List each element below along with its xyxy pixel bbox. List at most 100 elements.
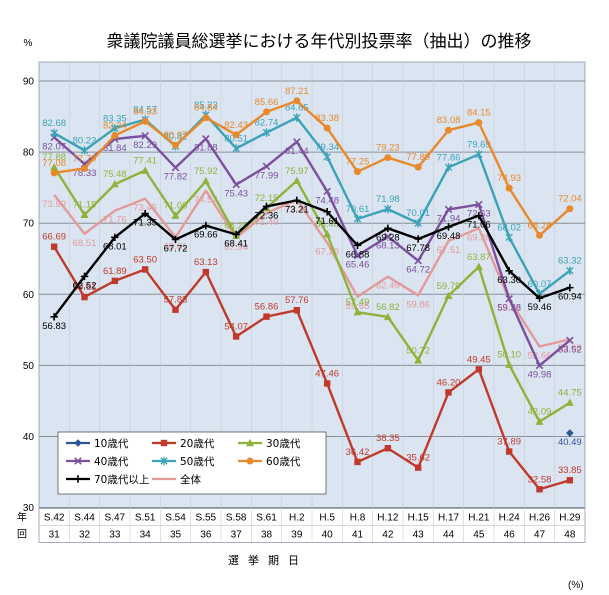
data-label: 72.15 (255, 193, 279, 204)
data-label: 68.28 (528, 220, 552, 231)
data-label: 68.51 (73, 238, 97, 249)
data-label: 84.85 (285, 103, 309, 114)
y-tick-label: 30 (23, 503, 35, 514)
data-label: 72.36 (255, 210, 279, 221)
x-tick-label: S.42 (44, 513, 65, 524)
data-label: 84.15 (467, 108, 491, 119)
data-label: 57.76 (285, 295, 309, 306)
data-label: 71.06 (164, 201, 188, 212)
x-tick-label: H.12 (377, 513, 399, 524)
data-label: 69.28 (467, 232, 491, 243)
x-tick-label: H.24 (499, 513, 521, 524)
data-label: 63.13 (194, 257, 218, 268)
x-tick-label: S.55 (196, 513, 217, 524)
data-point (232, 144, 240, 153)
data-point (262, 202, 271, 211)
data-label: 71.35 (133, 218, 157, 229)
session-label: 41 (352, 530, 364, 541)
data-label: 80.97 (164, 130, 188, 141)
data-label: 82.29 (133, 140, 157, 151)
session-label: 39 (291, 530, 303, 541)
data-label: 59.65 (346, 301, 370, 312)
data-point (566, 283, 574, 292)
data-label: 67.26 (315, 247, 339, 258)
data-label: 40.49 (558, 437, 582, 448)
data-label: 81.44 (285, 146, 309, 157)
x-tick-label: S.54 (165, 513, 186, 524)
session-label: 40 (322, 530, 334, 541)
legend-item: 60歳代 (238, 456, 301, 468)
session-label: 38 (261, 530, 273, 541)
data-point (171, 211, 180, 219)
data-label: 67.94 (224, 242, 248, 253)
session-label: 34 (140, 530, 152, 541)
data-label: 36.42 (346, 447, 370, 458)
data-label: 82.07 (42, 141, 66, 152)
data-point (505, 294, 513, 303)
y-tick-label: 70 (23, 219, 35, 230)
row-label-year: 年 (17, 511, 27, 524)
data-label: 73.99 (42, 199, 66, 210)
data-point (171, 163, 180, 172)
data-label: 53.68 (558, 343, 582, 354)
data-point (505, 360, 514, 368)
data-label: 68.01 (103, 241, 127, 252)
data-point (353, 241, 362, 250)
legend-label: 全体 (180, 473, 201, 486)
data-point (475, 150, 483, 159)
data-label: 46.20 (437, 377, 461, 388)
data-label: 77.89 (406, 152, 430, 163)
data-point (414, 163, 422, 171)
data-label: 66.88 (346, 249, 370, 260)
data-point (202, 268, 210, 276)
series-60歳代: 77.08 77.70 82.34 84.33 80.97 84.84 82.43 85.66… (42, 86, 582, 239)
x-tick-label: S.47 (105, 513, 126, 524)
data-label: 59.79 (437, 281, 461, 292)
legend-label: 50歳代 (180, 456, 215, 468)
x-tick-label: S.58 (226, 513, 247, 524)
data-point (111, 233, 119, 242)
data-point (445, 126, 452, 134)
data-label: 69.48 (437, 231, 461, 242)
data-label: 75.43 (224, 189, 248, 200)
data-label: 77.86 (437, 152, 461, 163)
data-point (201, 176, 210, 185)
data-point (444, 223, 453, 231)
data-point (232, 230, 240, 239)
data-label: 87.21 (285, 86, 309, 97)
legend-label: 60歳代 (266, 456, 301, 468)
session-label: 46 (504, 530, 516, 541)
x-axis-title: 選挙期日 (228, 554, 308, 567)
legend-item: 20歳代 (152, 438, 215, 450)
data-label: 32.58 (528, 474, 552, 485)
x-tick-label: S.61 (256, 513, 277, 524)
x-tick-label: S.51 (135, 513, 156, 524)
data-label: 79.69 (467, 139, 491, 150)
session-label: 32 (79, 530, 91, 541)
legend-item: 10歳代 (66, 438, 129, 450)
data-label: 38.35 (376, 433, 400, 444)
data-label: 65.46 (346, 259, 370, 270)
data-label: 63.87 (467, 252, 491, 263)
data-point (414, 235, 422, 243)
data-point (323, 208, 331, 216)
data-label: 72.04 (558, 194, 582, 205)
data-label: 57.83 (164, 295, 188, 306)
data-point (293, 307, 301, 314)
legend-marker (160, 439, 168, 447)
legend-marker (160, 456, 168, 466)
data-label: 67.78 (406, 243, 430, 254)
chart-title: 衆議院議員総選挙における年代別投票率（抽出）の推移 (107, 32, 532, 52)
series-line (53, 99, 571, 237)
y-tick-label: 40 (23, 432, 35, 443)
series-70歳代以上: 56.83 62.52 68.01 71.35 67.72 69.66 68.41 72.36… (42, 196, 582, 332)
data-label: 77.99 (255, 170, 279, 181)
data-label: 79.34 (315, 142, 339, 153)
data-point (475, 200, 483, 209)
data-label: 49.98 (528, 370, 552, 381)
data-label: 80.23 (73, 135, 97, 146)
data-label: 56.86 (255, 302, 279, 313)
data-label: 73.45 (133, 203, 157, 214)
series-10歳代: 40.49 (558, 429, 582, 448)
data-point (566, 336, 574, 345)
